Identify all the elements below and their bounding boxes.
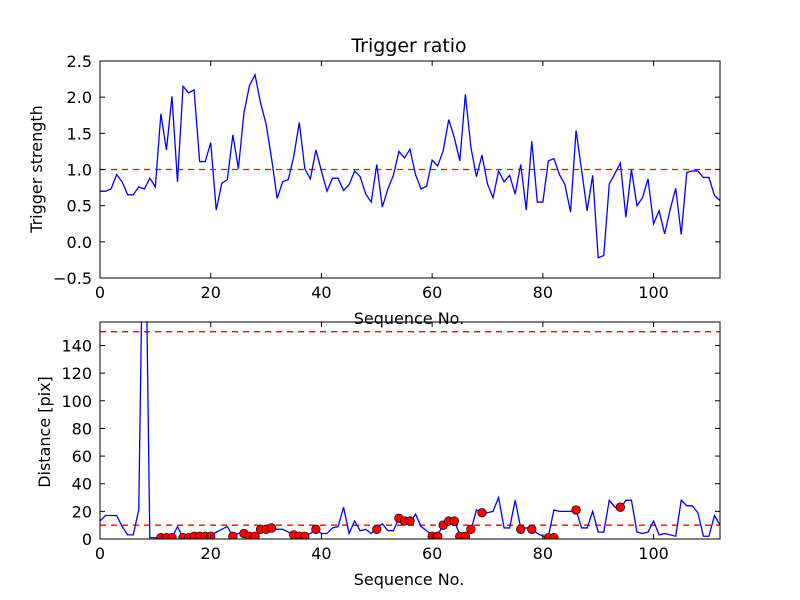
x-tick-label: 0: [95, 283, 105, 302]
x-tick-label: 0: [95, 544, 105, 563]
data-marker: [433, 531, 443, 539]
y-tick-label: 1.0: [67, 161, 92, 180]
plot-area: [100, 322, 720, 539]
y-tick-label: 1.5: [67, 124, 92, 143]
data-marker: [527, 524, 537, 534]
data-marker: [460, 531, 471, 539]
x-tick-label: 80: [533, 283, 553, 302]
y-axis-label: Trigger strength: [27, 105, 46, 234]
data-marker: [466, 524, 476, 534]
data-marker: [250, 531, 260, 539]
x-tick-label: 80: [533, 544, 553, 563]
data-marker: [266, 523, 277, 533]
y-axis-label: Distance [pix]: [35, 376, 54, 488]
trigger-ratio-chart: Trigger ratio Sequence No. Trigger stren…: [27, 35, 721, 328]
data-marker: [311, 524, 321, 534]
data-marker: [405, 516, 415, 526]
data-marker: [300, 531, 310, 539]
x-tick-label: 100: [638, 283, 669, 302]
chart-title: Trigger ratio: [350, 35, 466, 57]
y-tick-label: 0.5: [67, 197, 92, 216]
data-marker: [549, 532, 559, 539]
y-tick-label: 20: [72, 502, 92, 521]
y-tick-label: 60: [72, 447, 92, 466]
x-tick-label: 100: [638, 544, 669, 563]
y-tick-label: 0.0: [67, 233, 92, 252]
x-tick-label: 40: [311, 283, 331, 302]
series-line: [100, 72, 720, 259]
x-tick-label: 20: [201, 544, 221, 563]
x-tick-label: 60: [422, 283, 442, 302]
y-tick-label: 140: [61, 336, 92, 355]
x-tick-label: 60: [422, 544, 442, 563]
data-marker: [167, 532, 177, 539]
axes-frame: [99, 321, 721, 540]
y-tick-label: 120: [61, 364, 92, 383]
data-marker: [449, 516, 459, 526]
x-tick-label: 40: [311, 544, 331, 563]
x-tick-label: 20: [201, 283, 221, 302]
y-tick-label: −0.5: [53, 269, 92, 288]
y-tick-label: 80: [72, 419, 92, 438]
y-tick-label: 2.0: [67, 88, 92, 107]
y-tick-label: 40: [72, 475, 92, 494]
x-axis-label: Sequence No.: [354, 570, 465, 589]
data-marker: [516, 524, 526, 534]
data-marker: [372, 524, 382, 534]
y-tick-label: 100: [61, 392, 92, 411]
plot-area: [100, 72, 720, 259]
x-axis-label: Sequence No.: [354, 309, 465, 328]
data-marker: [615, 502, 626, 512]
y-tick-label: 2.5: [67, 52, 92, 71]
data-marker: [571, 505, 581, 515]
data-marker: [228, 531, 238, 539]
y-tick-label: 0: [82, 530, 92, 549]
data-marker: [477, 508, 487, 518]
distance-chart: Sequence No. Distance [pix] 0 20 40 60 80 100…: [35, 321, 721, 589]
